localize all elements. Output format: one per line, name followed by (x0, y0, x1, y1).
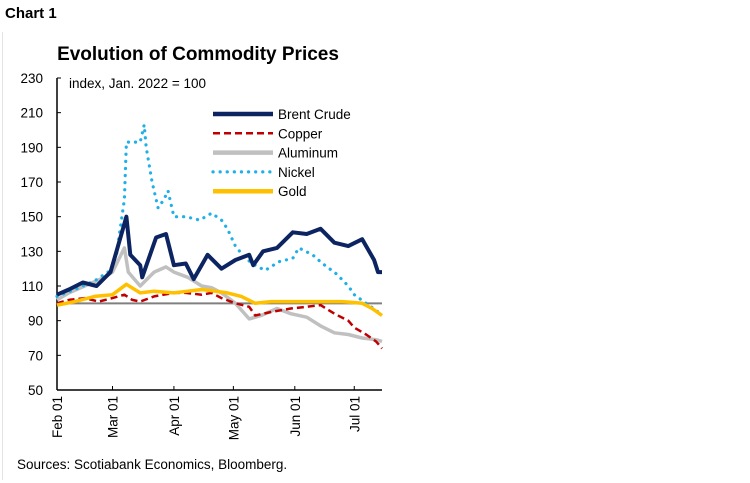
chart-number-label: Chart 1 (5, 5, 57, 22)
x-tick-label: Mar 01 (105, 396, 120, 438)
legend: Brent Crude Copper Aluminum Nickel Gold (211, 107, 351, 199)
legend-label: Gold (278, 184, 307, 199)
y-tick-label: 190 (20, 140, 43, 155)
y-tick-label: 170 (20, 175, 43, 190)
series-line-nickel (55, 123, 384, 318)
x-axis: Feb 01 Mar 01 Apr 01 May 01 Jun 01 Jul 01 (50, 386, 382, 440)
y-tick-label: 130 (20, 244, 43, 259)
y-tick-label: 110 (21, 279, 43, 294)
series-group (55, 123, 384, 350)
legend-label: Copper (278, 126, 323, 141)
x-tick-label: May 01 (226, 396, 241, 440)
y-tick-label: 150 (20, 210, 43, 225)
y-tick-label: 90 (28, 314, 43, 329)
chart-title: Evolution of Commodity Prices (57, 44, 339, 65)
y-tick-label: 210 (20, 106, 43, 121)
x-tick-label: Jun 01 (288, 396, 303, 437)
y-tick-label: 230 (20, 71, 43, 86)
y-axis: 50 70 90 110 130 150 170 190 210 230 (20, 71, 61, 398)
legend-label: Nickel (278, 165, 315, 180)
legend-label: Aluminum (278, 146, 338, 161)
x-tick-label: Jul 01 (347, 396, 362, 432)
legend-label: Brent Crude (278, 107, 351, 122)
chart-frame (2, 32, 391, 480)
source-note: Sources: Scotiabank Economics, Bloomberg… (17, 457, 287, 472)
series-line-gold (56, 282, 384, 317)
series-line-aluminum (56, 246, 383, 344)
series-line-brent-crude (56, 214, 382, 297)
y-tick-label: 50 (28, 383, 43, 398)
series-line-copper (56, 291, 383, 350)
chart-subtitle: index, Jan. 2022 = 100 (69, 76, 206, 91)
x-tick-label: Apr 01 (167, 396, 182, 436)
y-tick-label: 70 (28, 348, 43, 363)
x-tick-label: Feb 01 (50, 396, 65, 438)
